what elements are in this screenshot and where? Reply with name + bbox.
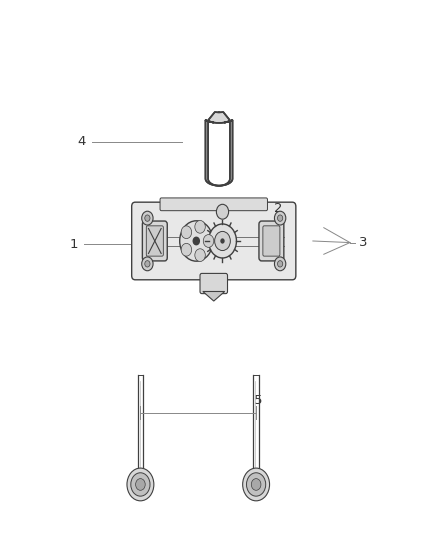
FancyBboxPatch shape [200,273,227,294]
Circle shape [142,211,153,225]
Circle shape [251,479,261,490]
FancyBboxPatch shape [146,226,163,256]
Circle shape [220,238,225,244]
FancyBboxPatch shape [263,226,280,256]
Circle shape [203,235,214,247]
Circle shape [145,215,150,221]
Circle shape [208,224,237,258]
Circle shape [136,479,145,490]
Text: 1: 1 [70,238,78,251]
Circle shape [195,221,205,233]
Circle shape [247,473,266,496]
Circle shape [181,244,192,256]
Circle shape [278,215,283,221]
Text: 2: 2 [274,201,282,214]
Circle shape [145,261,150,267]
Circle shape [195,249,205,262]
Circle shape [215,231,230,251]
Circle shape [193,237,199,245]
Circle shape [275,211,286,225]
FancyBboxPatch shape [160,198,268,211]
Circle shape [142,257,153,271]
FancyBboxPatch shape [259,221,284,261]
Circle shape [275,257,286,271]
FancyBboxPatch shape [142,221,167,261]
Text: 4: 4 [77,135,86,148]
Circle shape [180,221,213,261]
Circle shape [216,204,229,219]
Circle shape [181,226,192,239]
Polygon shape [205,112,233,185]
Polygon shape [203,292,225,301]
Circle shape [278,261,283,267]
Circle shape [243,468,269,501]
Circle shape [127,468,154,501]
Text: 5: 5 [254,394,262,408]
Text: 3: 3 [359,236,367,249]
FancyBboxPatch shape [132,202,296,280]
Circle shape [131,473,150,496]
